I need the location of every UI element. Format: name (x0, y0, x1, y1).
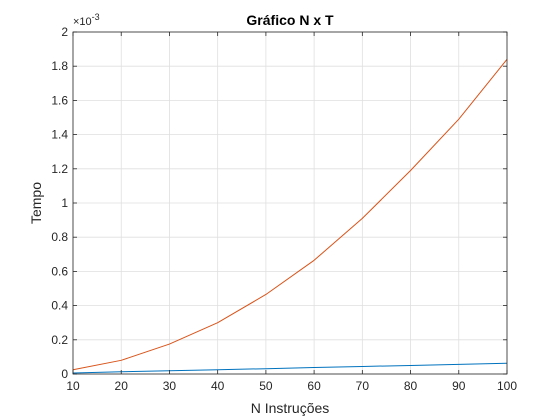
series-line-1 (72, 362, 508, 374)
x-axis-label: N Instruções (251, 400, 330, 416)
chart-title: Gráfico N x T (246, 12, 334, 28)
y-axis-label: Tempo (28, 182, 44, 224)
x-tick-label: 30 (163, 379, 177, 393)
y-tick-label: 0.2 (51, 333, 68, 347)
x-tick-label: 70 (356, 379, 370, 393)
series-line-2 (72, 59, 508, 371)
y-tick-labels: 0 0.2 0.4 0.6 0.8 1 1.2 1.4 1.6 1.8 2 (51, 25, 68, 381)
x-tick-label: 90 (452, 379, 466, 393)
x-tick-label: 40 (211, 379, 225, 393)
x-tick-labels: 10 20 30 40 50 60 70 80 90 100 (66, 379, 517, 393)
x-tick-label: 80 (404, 379, 418, 393)
y-tick-label: 0 (61, 367, 68, 381)
y-tick-label: 1.2 (51, 162, 68, 176)
y-tick-label: 1 (61, 196, 68, 210)
y-tick-label: 1.6 (51, 93, 68, 107)
y-tick-label: 0.4 (51, 299, 68, 313)
ticks (72, 31, 508, 375)
y-exponent-label: ×10-3 (73, 12, 100, 28)
x-tick-label: 100 (497, 379, 517, 393)
x-tick-label: 10 (66, 379, 80, 393)
y-tick-label: 0.8 (51, 230, 68, 244)
y-tick-label: 1.8 (51, 59, 68, 73)
x-tick-label: 60 (307, 379, 321, 393)
x-tick-label: 50 (259, 379, 273, 393)
y-tick-label: 0.6 (51, 264, 68, 278)
y-tick-label: 2 (61, 25, 68, 39)
x-tick-label: 20 (115, 379, 129, 393)
y-tick-label: 1.4 (51, 128, 68, 142)
series-layer (72, 59, 508, 374)
